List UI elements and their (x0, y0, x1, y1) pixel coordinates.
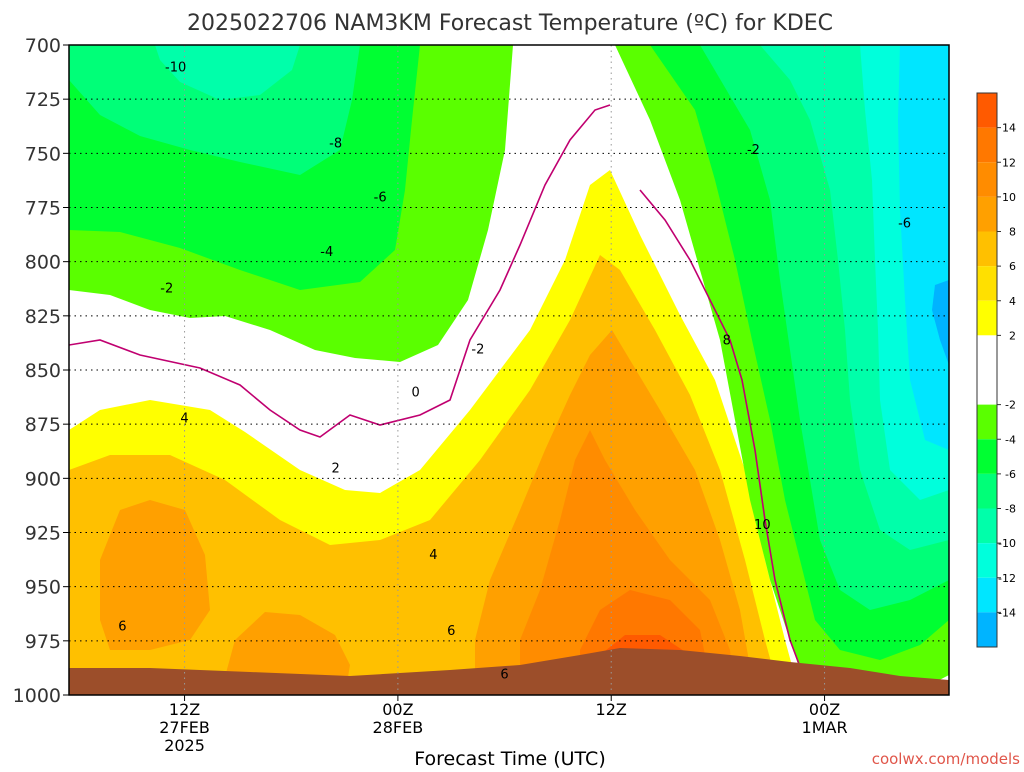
contour-label: -2 (471, 342, 484, 357)
y-tick-label: 775 (25, 198, 61, 220)
colorbar-tick-label: 12 (1002, 156, 1016, 169)
contour-label: 6 (500, 667, 508, 682)
y-tick-label: 725 (25, 89, 61, 111)
band-warm-lower-left-2 (100, 500, 210, 650)
x-tick-label: 1MAR (802, 718, 848, 737)
chart-title: 2025022706 NAM3KM Forecast Temperature (… (187, 11, 833, 36)
y-tick-label: 950 (25, 577, 61, 599)
colorbar-swatch (977, 439, 997, 474)
colorbar-tick-label: 14 (1002, 122, 1016, 135)
colorbar-frame (976, 92, 998, 648)
x-tick-label: 12Z (1022, 700, 1024, 719)
colorbar-swatch (977, 231, 997, 267)
x-tick-label: 2025 (164, 736, 205, 755)
freezing-contour-right (639, 189, 806, 681)
colorbar-tick-label: -6 (1005, 468, 1016, 481)
colorbar-tick-label: -4 (1005, 433, 1016, 446)
colorbar-swatch (977, 300, 997, 336)
credit-label[interactable]: coolwx.com/models (872, 750, 1020, 768)
x-tick-label: 00Z (809, 700, 840, 719)
colorbar-swatch (977, 93, 997, 128)
colorbar-tick-label: 2 (1009, 329, 1016, 342)
contour-label: 2 (332, 462, 340, 477)
colorbar-tick-label: 4 (1009, 295, 1016, 308)
contour-label: 6 (447, 624, 455, 639)
y-tick-label: 800 (25, 252, 61, 274)
x-tick-label: 12Z (596, 700, 627, 719)
x-axis-label: Forecast Time (UTC) (414, 748, 605, 768)
contour-label: 0 (412, 386, 420, 401)
y-tick-label: 900 (25, 468, 61, 490)
band-cold-right-12 (898, 45, 949, 450)
colorbar-swatch (977, 127, 997, 163)
x-axis: 12Z27FEB202500Z28FEB12Z00Z1MAR12Z (159, 695, 1024, 755)
y-tick-label: 700 (25, 35, 61, 57)
y-tick-label: 875 (25, 414, 61, 436)
contour-label: -8 (329, 137, 342, 152)
contour-label: -2 (747, 143, 760, 158)
y-tick-label: 925 (25, 523, 61, 545)
colorbar-swatch (977, 473, 997, 509)
terrain (69, 648, 949, 695)
y-tick-label: 825 (25, 306, 61, 328)
freezing-contour-left (69, 104, 611, 438)
contour-label: 8 (723, 334, 731, 349)
colorbar-swatch (977, 543, 997, 578)
colorbar-tick-label: -14 (998, 606, 1016, 619)
contour-label: 10 (754, 518, 771, 533)
contour-label: -6 (898, 217, 911, 232)
y-tick-label: 1000 (13, 685, 61, 707)
x-tick-label: 28FEB (373, 718, 424, 737)
plot-area (69, 45, 949, 695)
band-cold-upper-left-8 (155, 45, 300, 100)
contour-label: -6 (374, 191, 387, 206)
y-axis: 700 725 750 775 800 825 850 875 900 925 950 975 1000 (13, 35, 69, 707)
colorbar-tick-label: 8 (1009, 226, 1016, 239)
contour-label: -10 (165, 61, 186, 76)
contour-label: 6 (118, 620, 126, 635)
colorbar-swatch (977, 266, 997, 301)
colorbar: 14 12 10 8 6 4 2 -2 -4 -6 -8 -10 -12 -14 (976, 92, 1016, 648)
colorbar-tick-label: -12 (998, 572, 1016, 585)
colorbar-swatch (977, 612, 997, 647)
contour-label: 4 (180, 412, 188, 427)
colorbar-tick-label: 6 (1009, 260, 1016, 273)
band-cold-upper-left-6 (69, 45, 360, 175)
colorbar-tick-label: -8 (1005, 503, 1016, 516)
x-tick-label: 00Z (382, 700, 413, 719)
colorbar-tick-label: -2 (1005, 399, 1016, 412)
colorbar-swatch (977, 404, 997, 440)
contour-label: 4 (429, 548, 437, 563)
colorbar-swatch (977, 335, 997, 405)
x-tick-label: 12Z (169, 700, 200, 719)
band-cold-right-14 (932, 280, 949, 365)
contour-label: -2 (160, 282, 173, 297)
colorbar-swatch (977, 508, 997, 544)
colorbar-tick-label: -10 (998, 537, 1016, 550)
contour-label: -4 (320, 245, 333, 260)
contour-label-layer: -10 -8 -6 -4 -2 -2 0 -2 -6 4 2 4 6 6 6 8 10 (118, 61, 911, 683)
y-tick-label: 850 (25, 360, 61, 382)
colorbar-tick-label: 10 (1002, 191, 1016, 204)
y-tick-label: 750 (25, 143, 61, 165)
y-tick-label: 975 (25, 631, 61, 653)
colorbar-swatch (977, 196, 997, 232)
x-tick-label: 27FEB (159, 718, 210, 737)
colorbar-swatch (977, 162, 997, 197)
grid-layer (69, 45, 949, 695)
colorbar-swatch (977, 577, 997, 613)
